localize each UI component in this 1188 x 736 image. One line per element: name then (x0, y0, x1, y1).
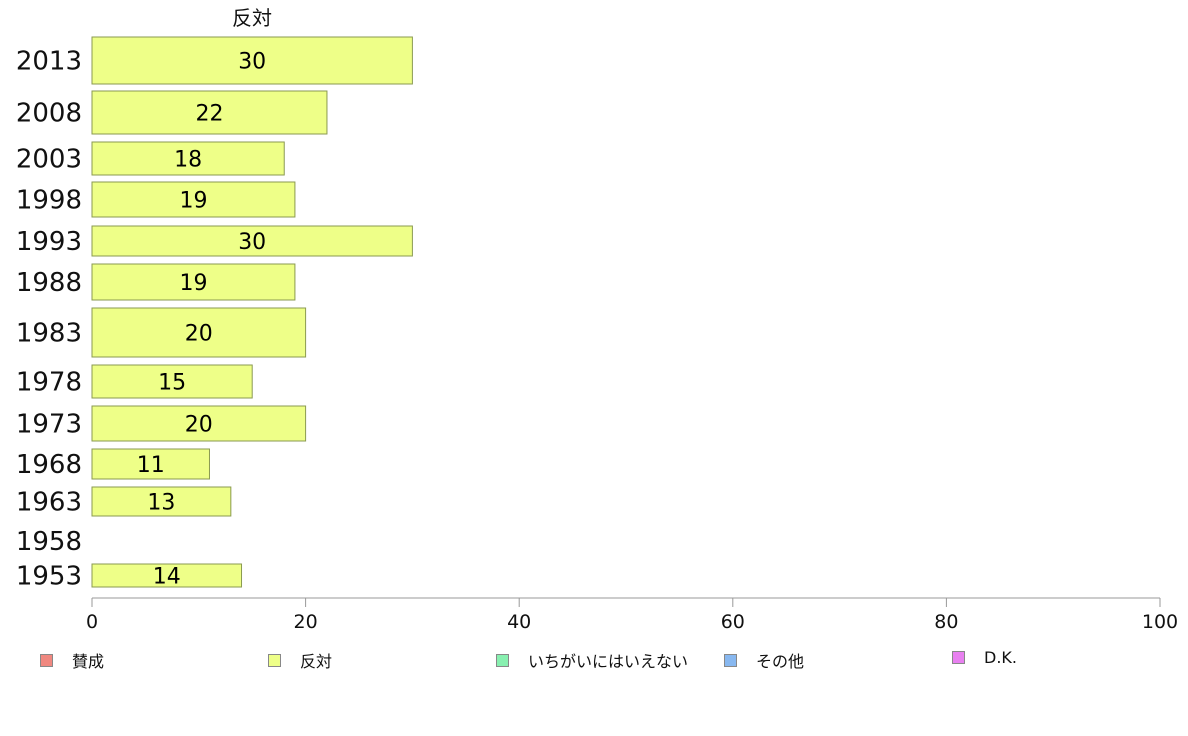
bar-value-label: 19 (179, 189, 207, 214)
bar-value-label: 11 (137, 453, 165, 478)
bar-value-label: 20 (185, 322, 213, 347)
legend-item: その他 (724, 648, 804, 672)
x-tick-label: 0 (86, 611, 98, 633)
y-tick-label: 1983 (16, 319, 82, 349)
bar-value-label: 19 (179, 271, 207, 296)
y-tick-label: 1968 (16, 450, 82, 480)
bar (91, 36, 413, 85)
bar (91, 448, 210, 480)
bar (91, 364, 253, 399)
legend-item: D.K. (952, 648, 1017, 667)
bars-group: 30 22 18 19 30 19 20 15 20 11 13 14 (91, 36, 413, 590)
bar-value-label: 14 (153, 565, 181, 590)
y-labels-group: 2013 2008 2003 1998 1993 1988 1983 1978 1973 1968… (16, 47, 82, 592)
legend-item: いちがいにはいえない (496, 648, 688, 672)
bar (91, 307, 307, 358)
legend-swatch (268, 653, 281, 667)
bar-value-label: 22 (195, 102, 223, 127)
y-tick-label: 1988 (16, 268, 82, 298)
legend-item: 反対 (268, 648, 332, 672)
bar-value-label: 13 (147, 491, 175, 516)
bar (91, 141, 285, 176)
legend-label: 賛成 (72, 652, 105, 671)
legend-item: 賛成 (40, 648, 104, 672)
x-tick-label: 20 (294, 611, 318, 633)
y-tick-label: 1998 (16, 186, 82, 216)
legend-label: D.K. (984, 648, 1017, 667)
legend-swatch (724, 653, 737, 667)
legend-swatch (952, 651, 965, 664)
y-tick-label: 1953 (16, 562, 82, 592)
y-tick-label: 2013 (16, 47, 82, 77)
legend-label: いちがいにはいえない (528, 652, 689, 671)
bar (91, 225, 413, 257)
bar-value-label: 18 (174, 148, 202, 173)
y-tick-label: 2008 (16, 99, 82, 129)
bar-value-label: 30 (238, 230, 266, 255)
y-tick-label: 1973 (16, 410, 82, 440)
legend-label: その他 (756, 652, 805, 671)
x-tick-label: 80 (934, 611, 958, 633)
bar-value-label: 30 (238, 50, 266, 75)
legend-label: 反対 (300, 652, 333, 671)
bar-value-label: 15 (158, 371, 186, 396)
bar (91, 405, 307, 442)
x-tick-label: 40 (507, 611, 531, 633)
legend-swatch (496, 653, 509, 667)
bar-value-label: 20 (185, 413, 213, 438)
bar (91, 90, 328, 135)
bar (91, 263, 296, 301)
series-title: 反対 (232, 6, 272, 30)
legend: 賛成 反対 いちがいにはいえない その他 D.K. (0, 648, 1188, 674)
bar (91, 181, 296, 218)
y-tick-label: 1978 (16, 368, 82, 398)
x-axis: 0 20 40 60 80 100 (86, 597, 1178, 633)
y-tick-label: 2003 (16, 145, 82, 175)
y-tick-label: 1963 (16, 488, 82, 518)
y-tick-label: 1958 (16, 527, 82, 557)
x-tick-label: 100 (1142, 611, 1178, 633)
bar (91, 486, 232, 517)
legend-swatch (40, 653, 53, 667)
y-tick-label: 1993 (16, 227, 82, 257)
bar (91, 563, 243, 588)
x-tick-label: 60 (721, 611, 745, 633)
